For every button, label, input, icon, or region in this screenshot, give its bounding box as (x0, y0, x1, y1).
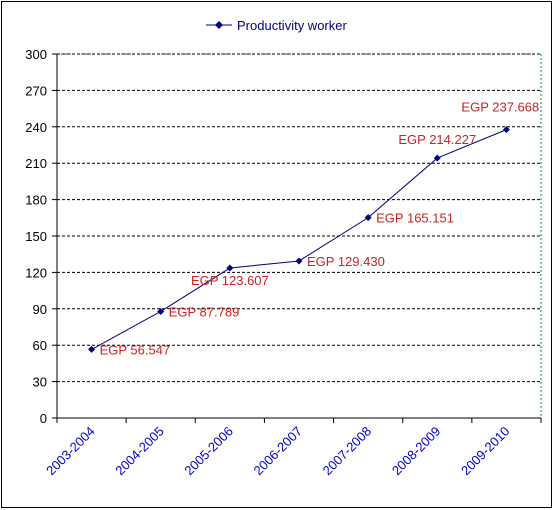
y-tick-label: 180 (25, 193, 47, 208)
y-tick-label: 90 (33, 302, 47, 317)
data-point-marker (157, 307, 165, 315)
data-label: EGP 214.227 (398, 132, 476, 147)
data-point-marker (364, 214, 372, 222)
data-label: EGP 165.151 (376, 211, 454, 226)
x-tick-label: 2004-2005 (112, 424, 167, 479)
y-tick-label: 300 (25, 47, 47, 62)
data-label: EGP 129.430 (307, 254, 385, 269)
y-tick-label: 120 (25, 265, 47, 280)
data-point-marker (295, 257, 303, 265)
y-tick-label: 210 (25, 156, 47, 171)
x-tick-label: 2003-2004 (43, 424, 98, 479)
data-label: EGP 237.668 (461, 100, 539, 115)
y-tick-label: 60 (33, 338, 47, 353)
series-line (91, 129, 507, 350)
legend-swatch (206, 21, 232, 29)
y-tick-label: 30 (33, 375, 47, 390)
y-tick-label: 270 (25, 83, 47, 98)
data-point-marker (502, 126, 510, 134)
x-tick-label: 2007-2008 (320, 424, 375, 479)
legend-label: Productivity worker (237, 17, 347, 33)
x-tick-label: 2009-2010 (458, 424, 513, 479)
x-tick-label: 2006-2007 (251, 424, 306, 479)
data-point-marker (226, 264, 234, 272)
y-tick-label: 150 (25, 229, 47, 244)
data-point-marker (433, 154, 441, 162)
data-point-marker (88, 345, 96, 353)
x-tick-label: 2008-2009 (389, 424, 444, 479)
legend: Productivity worker (206, 16, 347, 34)
data-label: EGP 87.789 (169, 304, 240, 319)
x-tick-label: 2005-2006 (181, 424, 236, 479)
y-tick-label: 0 (40, 411, 47, 426)
data-label: EGP 123.607 (191, 273, 269, 288)
data-label: EGP 56.547 (100, 342, 171, 357)
y-tick-label: 240 (25, 120, 47, 135)
